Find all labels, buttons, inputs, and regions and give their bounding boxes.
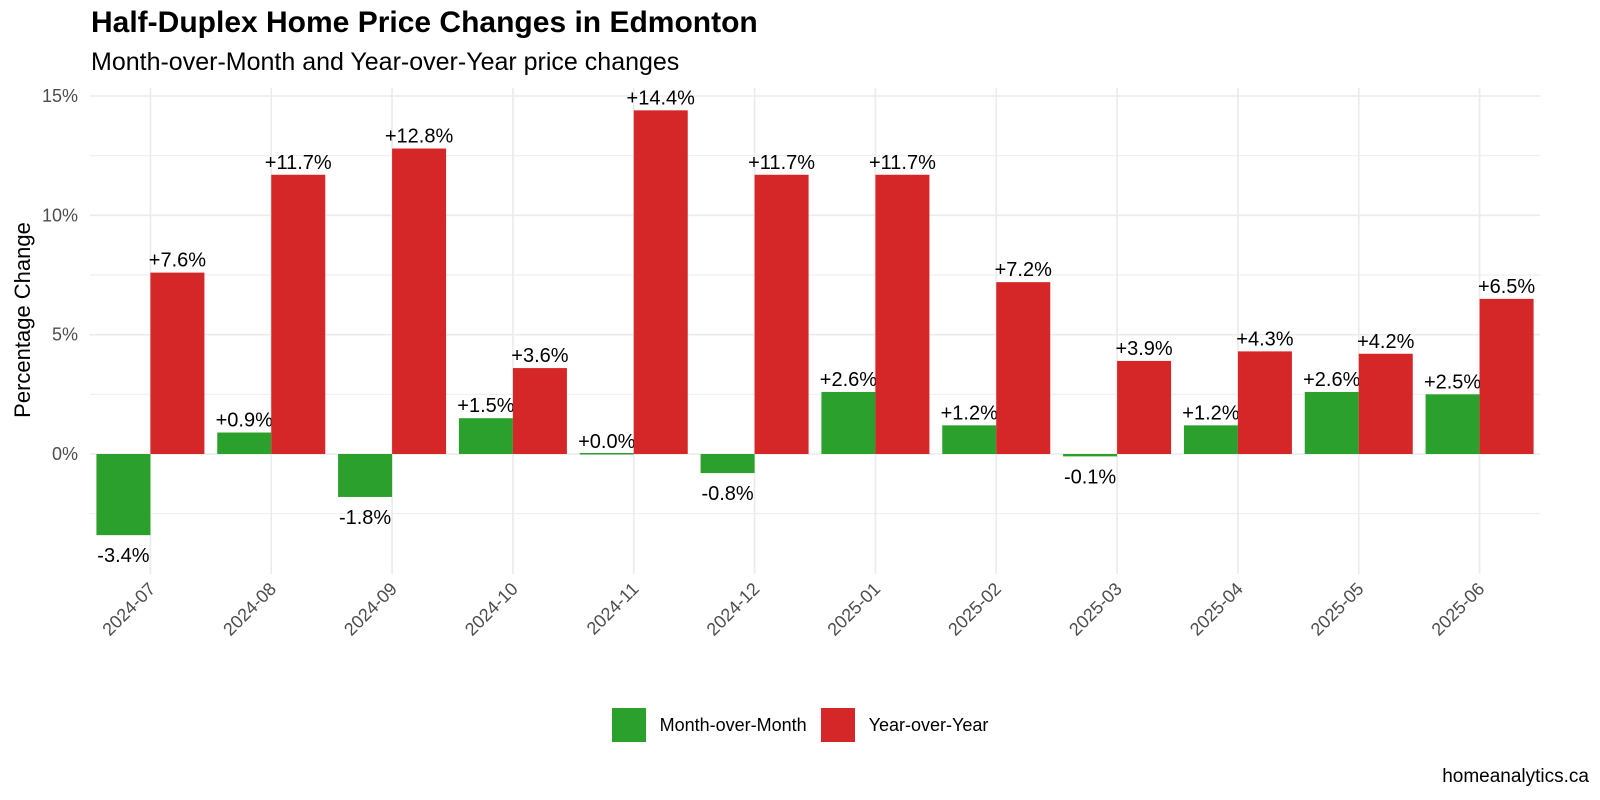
legend-label-mom: Month-over-Month <box>659 714 807 735</box>
bar-yoy-2025-01 <box>875 174 930 454</box>
data-label-mom-2025-05: +2.6% <box>1303 369 1360 391</box>
bar-mom-2024-08 <box>217 432 272 454</box>
data-label-yoy-2025-06: +6.5% <box>1478 276 1535 298</box>
bar-mom-2025-06 <box>1425 394 1480 454</box>
data-label-yoy-2024-09: +12.8% <box>385 126 454 148</box>
data-label-mom-2024-07: -3.4% <box>97 545 149 567</box>
bar-yoy-2024-08 <box>271 174 326 454</box>
bar-mom-2024-07 <box>96 454 151 536</box>
x-tick-label: 2025-01 <box>823 579 884 640</box>
x-tick-label: 2025-03 <box>1065 579 1126 640</box>
y-tick-label: 10% <box>42 205 78 225</box>
bar-yoy-2024-12 <box>754 174 809 454</box>
bar-yoy-2025-06 <box>1479 298 1534 454</box>
data-label-mom-2024-09: -1.8% <box>339 507 391 529</box>
data-label-yoy-2025-01: +11.7% <box>869 152 936 174</box>
data-label-yoy-2024-11: +14.4% <box>627 87 696 109</box>
data-label-yoy-2024-10: +3.6% <box>511 345 568 367</box>
x-tick-label: 2024-10 <box>461 579 522 640</box>
bar-mom-2025-03 <box>1063 454 1118 457</box>
x-tick-label: 2024-08 <box>219 579 280 640</box>
legend-label-yoy: Year-over-Year <box>868 714 989 735</box>
y-tick-label: 15% <box>42 86 78 106</box>
legend-item-mom: Month-over-Month <box>611 708 807 742</box>
data-label-yoy-2025-03: +3.9% <box>1115 338 1172 360</box>
x-tick-label: 2025-04 <box>1186 579 1247 640</box>
bar-yoy-2024-10 <box>512 368 567 454</box>
data-label-mom-2024-08: +0.9% <box>216 410 273 432</box>
x-tick-label: 2025-05 <box>1307 579 1368 640</box>
y-tick-label: 5% <box>52 325 78 345</box>
chart-legend: Month-over-Month Year-over-Year <box>0 708 1600 742</box>
bar-mom-2025-02 <box>942 425 997 454</box>
legend-swatch-mom <box>611 708 646 742</box>
bar-mom-2024-11 <box>579 453 634 455</box>
bar-mom-2024-10 <box>458 418 513 454</box>
chart-title: Half-Duplex Home Price Changes in Edmont… <box>91 6 758 39</box>
bar-mom-2025-05 <box>1304 391 1359 454</box>
data-label-yoy-2025-04: +4.3% <box>1236 328 1293 350</box>
data-label-yoy-2025-02: +7.2% <box>995 259 1052 281</box>
data-label-yoy-2024-07: +7.6% <box>149 250 206 272</box>
bar-yoy-2024-09 <box>392 148 447 455</box>
data-label-mom-2025-02: +1.2% <box>941 402 998 424</box>
y-axis-label: Percentage Change <box>10 222 35 418</box>
bar-yoy-2024-07 <box>150 272 205 454</box>
bar-yoy-2024-11 <box>633 110 688 454</box>
y-tick-label: 0% <box>52 444 78 464</box>
data-label-mom-2025-04: +1.2% <box>1182 402 1239 424</box>
data-label-mom-2024-11: +0.0% <box>578 431 635 453</box>
x-tick-label: 2024-11 <box>583 579 643 639</box>
bar-mom-2024-09 <box>338 454 393 497</box>
x-tick-label: 2024-09 <box>340 579 401 640</box>
bar-yoy-2025-03 <box>1117 360 1172 454</box>
x-tick-label: 2025-02 <box>944 579 1005 640</box>
legend-item-yoy: Year-over-Year <box>820 708 989 742</box>
source-caption: homeanalytics.ca <box>1442 766 1589 787</box>
x-tick-label: 2024-07 <box>98 579 159 640</box>
data-label-yoy-2024-12: +11.7% <box>748 152 815 174</box>
bar-mom-2025-04 <box>1183 425 1238 454</box>
data-label-mom-2025-03: -0.1% <box>1064 466 1116 488</box>
data-label-yoy-2024-08: +11.7% <box>265 152 332 174</box>
bar-yoy-2025-02 <box>996 282 1051 454</box>
bar-yoy-2025-05 <box>1358 353 1413 454</box>
data-label-mom-2024-12: -0.8% <box>701 483 753 505</box>
data-label-mom-2024-10: +1.5% <box>457 395 514 417</box>
data-label-yoy-2025-05: +4.2% <box>1357 331 1414 353</box>
x-tick-label: 2024-12 <box>703 579 764 640</box>
bar-yoy-2025-04 <box>1237 351 1292 454</box>
x-tick-label: 2025-06 <box>1428 579 1489 640</box>
data-label-mom-2025-01: +2.6% <box>820 369 877 391</box>
data-label-mom-2025-06: +2.5% <box>1424 371 1481 393</box>
bar-mom-2024-12 <box>700 454 755 474</box>
bar-mom-2025-01 <box>821 391 876 454</box>
chart-subtitle: Month-over-Month and Year-over-Year pric… <box>91 48 680 76</box>
legend-swatch-yoy <box>820 708 855 742</box>
